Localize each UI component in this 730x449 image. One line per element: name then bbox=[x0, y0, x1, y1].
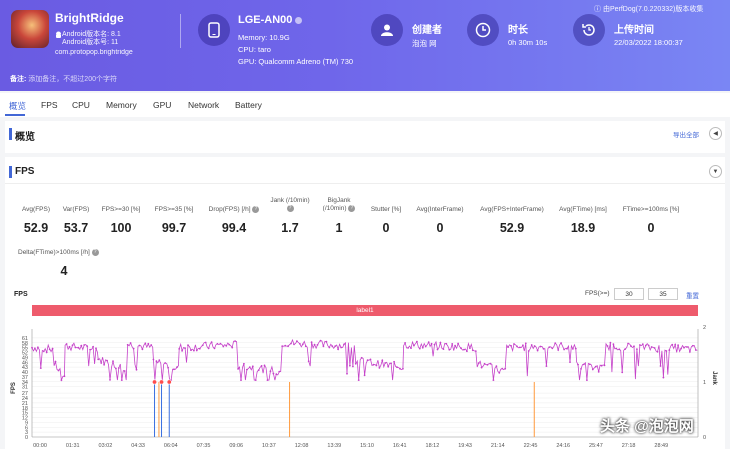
creator-title: 创建者 bbox=[412, 25, 442, 36]
label-bar[interactable]: label1 bbox=[32, 305, 698, 316]
android-icon bbox=[55, 31, 62, 41]
history-icon bbox=[573, 14, 605, 46]
metric-value: 99.4 bbox=[221, 221, 247, 235]
chart-title: FPS bbox=[14, 291, 28, 298]
divider bbox=[5, 183, 725, 184]
credit-text: ⓘ 由PerfDog(7.0.220332)版本收集 bbox=[594, 6, 704, 13]
fps-threshold-input-1[interactable] bbox=[614, 288, 644, 300]
metric-label: BigJank (/10min) ? bbox=[318, 197, 360, 213]
overview-card bbox=[5, 121, 725, 153]
metric-value: 99.7 bbox=[161, 221, 187, 235]
metric-value: 18.9 bbox=[570, 221, 596, 235]
active-tab-indicator bbox=[5, 114, 25, 116]
metric-label: Stutter [%] bbox=[370, 206, 402, 213]
duration-value: 0h 30m 10s bbox=[508, 38, 548, 47]
report-header: BrightRidge Android版本名: 8.1 Android版本号: … bbox=[0, 0, 730, 91]
tab-memory[interactable]: Memory bbox=[106, 100, 137, 110]
help-icon[interactable]: ? bbox=[91, 249, 99, 256]
app-name: BrightRidge bbox=[55, 11, 124, 25]
device-cpu: CPU: taro bbox=[238, 45, 271, 54]
fps-card bbox=[5, 157, 725, 449]
export-all-link[interactable]: 导出全部 bbox=[673, 132, 699, 139]
tab-battery[interactable]: Battery bbox=[235, 100, 262, 110]
metric-value: 4 bbox=[60, 264, 68, 278]
phone-icon bbox=[198, 14, 230, 46]
collapse-left-icon[interactable]: ◀ bbox=[709, 127, 722, 140]
tab-fps[interactable]: FPS bbox=[41, 100, 58, 110]
help-icon[interactable]: ? bbox=[348, 205, 356, 212]
android-version: Android版本名: 8.1 bbox=[62, 31, 121, 38]
package-name: com.protopop.brightridge bbox=[55, 49, 133, 56]
device-gpu: GPU: Qualcomm Adreno (TM) 730 bbox=[238, 57, 354, 66]
help-icon[interactable]: ? bbox=[286, 205, 294, 212]
metric-label: Var(FPS) bbox=[62, 206, 90, 213]
section-marker bbox=[9, 128, 12, 140]
device-memory: Memory: 10.9G bbox=[238, 33, 290, 42]
fps-threshold-input-2[interactable] bbox=[648, 288, 678, 300]
upload-title: 上传时间 bbox=[614, 25, 654, 36]
metric-label: Delta(FTime)>100ms [/h] ? bbox=[18, 249, 128, 257]
help-icon[interactable]: ? bbox=[252, 206, 260, 213]
fps-section-title: FPS bbox=[15, 166, 35, 177]
android-code: Android版本号: 11 bbox=[62, 39, 119, 46]
tab-network[interactable]: Network bbox=[188, 100, 220, 110]
metric-value: 1.7 bbox=[281, 221, 299, 235]
fps-threshold-label: FPS(>=) bbox=[585, 290, 610, 297]
collapse-down-icon[interactable]: ▼ bbox=[709, 165, 722, 178]
metric-label: FTime>=100ms [%] bbox=[622, 206, 680, 213]
metric-label: FPS>=30 [%] bbox=[101, 206, 141, 213]
metric-label: FPS>=35 [%] bbox=[154, 206, 194, 213]
metric-value: 53.7 bbox=[63, 221, 89, 235]
duration-title: 时长 bbox=[508, 25, 528, 36]
metric-value: 52.9 bbox=[499, 221, 525, 235]
clock-icon bbox=[467, 14, 499, 46]
metric-value: 52.9 bbox=[23, 221, 49, 235]
user-icon bbox=[371, 14, 403, 46]
metric-label: Drop(FPS) [/h] ? bbox=[205, 206, 263, 214]
metric-value: 0 bbox=[436, 221, 444, 235]
metric-label: Avg(InterFrame) bbox=[416, 206, 464, 213]
device-name: LGE-AN00 bbox=[238, 14, 303, 26]
upload-value: 22/03/2022 18:00:37 bbox=[614, 38, 683, 47]
tab-gpu[interactable]: GPU bbox=[153, 100, 172, 110]
remark-field[interactable]: 备注: 添加备注，不超过200个字符 bbox=[10, 76, 117, 83]
header-divider bbox=[180, 14, 181, 48]
tab-overview[interactable]: 概览 bbox=[9, 101, 27, 111]
section-marker bbox=[9, 166, 12, 178]
creator-value: 泡泡 网 bbox=[412, 39, 437, 48]
reset-link[interactable]: 重置 bbox=[686, 293, 699, 300]
metric-label: Avg(FTime) [ms] bbox=[559, 206, 607, 213]
metric-value: 0 bbox=[647, 221, 655, 235]
tab-bar: 概览 FPS CPU Memory GPU Network Battery bbox=[0, 93, 730, 117]
metric-label: Avg(FPS) bbox=[21, 206, 51, 213]
metric-value: 0 bbox=[382, 221, 390, 235]
app-icon bbox=[11, 10, 49, 48]
tab-cpu[interactable]: CPU bbox=[72, 100, 90, 110]
metric-label: Avg(FPS+InterFrame) bbox=[480, 206, 544, 213]
metric-value: 1 bbox=[335, 221, 343, 235]
overview-title: 概览 bbox=[15, 132, 35, 143]
metric-label: Jank (/10min) ? bbox=[270, 197, 310, 212]
metric-value: 100 bbox=[110, 221, 132, 235]
watermark: 头条 @泡泡网 bbox=[600, 418, 694, 435]
info-icon bbox=[295, 16, 303, 24]
